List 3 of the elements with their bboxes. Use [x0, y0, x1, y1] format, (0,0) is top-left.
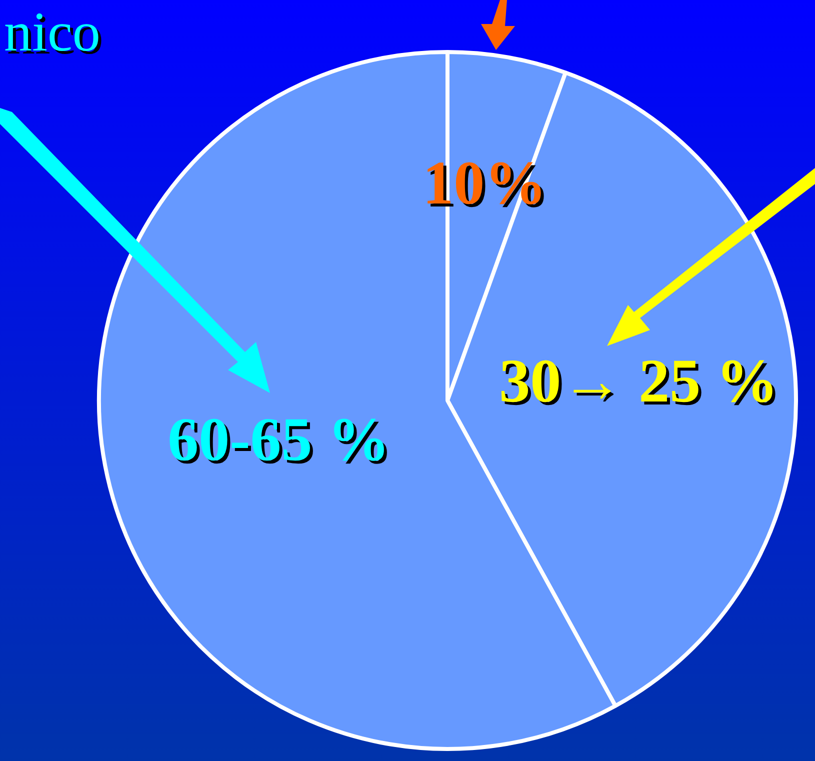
text: 60-65 %	[170, 408, 393, 477]
text: 30→ 25 %	[502, 350, 782, 418]
text: nico	[7, 4, 104, 67]
